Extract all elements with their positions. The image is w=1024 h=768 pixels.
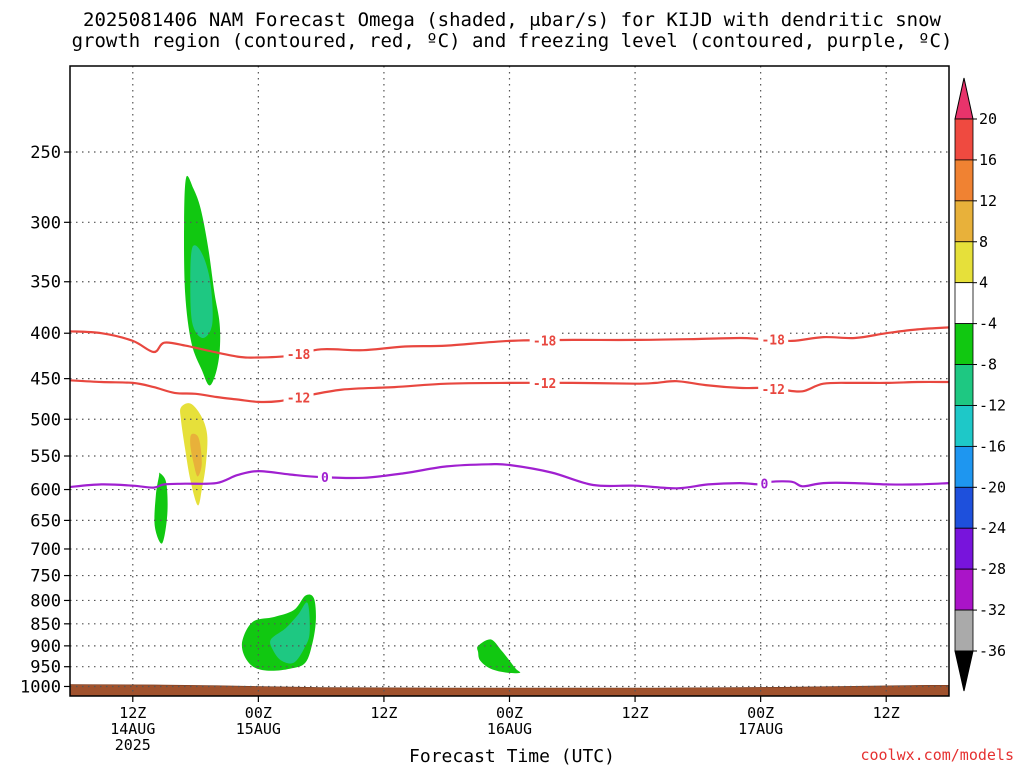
y-tick-label: 900	[30, 637, 61, 657]
colorbar-swatch	[954, 118, 974, 161]
y-tick-label: 700	[30, 540, 61, 560]
colorbar-label: -12	[979, 396, 1006, 414]
y-tick-label: 750	[30, 567, 61, 587]
contour-label: -12	[761, 383, 784, 398]
colorbar-label: 16	[979, 151, 997, 169]
credit-link[interactable]: coolwx.com/models	[860, 746, 1014, 764]
contour-label-bg	[758, 331, 789, 348]
omega-shading	[154, 175, 521, 674]
colorbar-label: -16	[979, 437, 1006, 455]
temperature-contours: -18 -18 -18 -12 -12 -12 0 0	[70, 326, 949, 492]
chart-title-line1: 2025081406 NAM Forecast Omega (shaded, μ…	[83, 9, 941, 31]
colorbar-swatch	[954, 445, 974, 488]
x-tick-label: 00Z	[496, 704, 523, 722]
contour-label: -18	[533, 334, 557, 349]
chart-title-line2: growth region (contoured, red, ºC) and f…	[71, 30, 953, 52]
x-tick-label: 14AUG	[110, 720, 155, 738]
x-tick-label: 17AUG	[738, 720, 783, 738]
omega-region-7	[477, 639, 521, 674]
contour-label-bg	[758, 380, 789, 397]
x-tick-label: 12Z	[370, 704, 397, 722]
omega-region-3	[190, 433, 202, 477]
colorbar-swatch	[954, 486, 974, 529]
omega-region-6	[270, 602, 310, 664]
colorbar-swatch	[954, 568, 974, 611]
chart-title: 2025081406 NAM Forecast Omega (shaded, μ…	[0, 10, 1024, 52]
colorbar-label: -32	[979, 601, 1006, 619]
x-tick-label: 00Z	[245, 704, 272, 722]
colorbar-swatch	[954, 609, 974, 652]
colorbar-label: -28	[979, 560, 1006, 578]
colorbar-swatch	[954, 200, 974, 243]
contour-label-bg	[283, 389, 314, 406]
colorbar-label: -4	[979, 315, 997, 333]
grid-lines	[70, 66, 949, 696]
x-tick-label: 15AUG	[236, 720, 281, 738]
y-tick-label: 1000	[20, 677, 61, 697]
colorbar-swatch	[954, 364, 974, 406]
contour-label: -12	[533, 377, 556, 392]
y-tick-label: 650	[30, 511, 61, 531]
contour-label: 0	[760, 477, 768, 492]
contour-label-bg	[283, 345, 314, 362]
colorbar-label: 20	[979, 110, 997, 128]
y-tick-label: 850	[30, 615, 61, 635]
colorbar-label: -24	[979, 519, 1006, 537]
contour-label: -12	[287, 391, 310, 406]
y-tick-label: 300	[30, 213, 61, 233]
omega-region-4	[154, 472, 168, 544]
colorbar-label: 8	[979, 233, 988, 251]
contour-line-2	[70, 462, 949, 490]
x-tick-label: 12Z	[622, 704, 649, 722]
colorbar-label: 4	[979, 274, 988, 292]
contour-label-bg	[529, 374, 560, 391]
x-tick-label: 12Z	[873, 704, 900, 722]
y-tick-label: 800	[30, 591, 61, 611]
x-tick-label: 16AUG	[487, 720, 532, 738]
x-tick-label: 2025	[115, 736, 151, 754]
y-tick-label: 450	[30, 370, 61, 390]
contour-line-1	[70, 379, 949, 404]
colorbar-label: 12	[979, 192, 997, 210]
contour-label: -18	[761, 334, 785, 349]
colorbar-swatch	[954, 282, 974, 325]
contour-label: -18	[287, 348, 311, 363]
contour-label-bg	[317, 469, 332, 486]
colorbar-swatch	[954, 323, 974, 365]
y-tick-label: 250	[30, 143, 61, 163]
contour-label-bg	[757, 475, 772, 492]
colorbar-top-arrow	[954, 77, 974, 120]
contour-label-bg	[529, 332, 560, 349]
y-tick-label: 400	[30, 324, 61, 344]
y-tick-label: 550	[30, 447, 61, 467]
colorbar-swatch	[954, 405, 974, 447]
x-tick-label: 12Z	[119, 704, 146, 722]
y-tick-label: 350	[30, 273, 61, 293]
contour-label: 0	[321, 471, 329, 486]
colorbar-swatch	[954, 159, 974, 202]
colorbar-label: -8	[979, 356, 997, 374]
y-tick-label: 600	[30, 481, 61, 501]
colorbar-swatch	[954, 527, 974, 570]
contour-line-0	[70, 326, 949, 359]
y-tick-label: 950	[30, 658, 61, 678]
colorbar-swatch	[954, 241, 974, 284]
y-tick-label: 500	[30, 410, 61, 430]
omega-region-1	[190, 245, 213, 338]
colorbar-bottom-arrow	[954, 650, 974, 692]
colorbar-label: -20	[979, 478, 1006, 496]
omega-colorbar: 20 16 12 8 4 -4 -8 -12 -16 -20 -24 -28 -32 -36	[954, 77, 1006, 692]
colorbar-label: -36	[979, 642, 1006, 660]
x-tick-label: 00Z	[747, 704, 774, 722]
y-axis-ticks: 2503003504004505005506006507007508008509…	[20, 143, 70, 697]
x-axis-label: Forecast Time (UTC)	[409, 746, 615, 767]
